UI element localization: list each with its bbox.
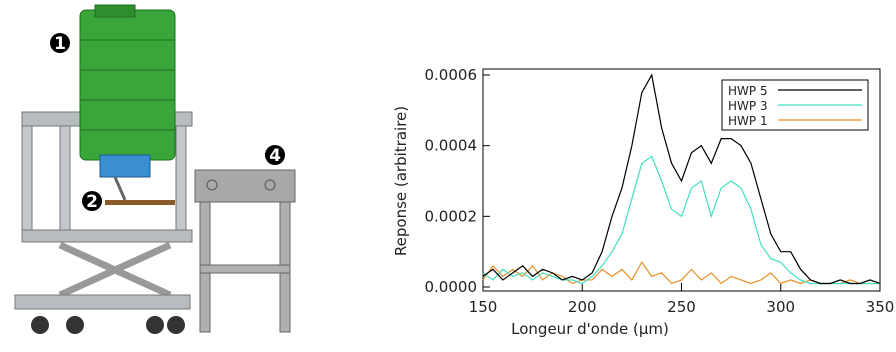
figure: 1 2 4 Longeur d'onde (μm) Reponse (arbit… (0, 0, 896, 348)
legend-label: HWP 3 (728, 99, 768, 113)
illustration-label: 4 (269, 146, 281, 166)
x-tick-label: 200 (568, 298, 597, 316)
x-tick-label: 350 (866, 298, 895, 316)
illustration: 1 2 4 (15, 5, 295, 334)
x-tick-label: 250 (667, 298, 696, 316)
y-tick-label: 0.0002 (425, 207, 478, 225)
legend-label: HWP 5 (728, 84, 768, 98)
illustration-label: 1 (54, 34, 66, 54)
x-tick-label: 300 (766, 298, 795, 316)
x-tick-label: 150 (469, 298, 498, 316)
x-axis-label: Longeur d'onde (μm) (511, 320, 669, 338)
y-tick-label: 0.0006 (425, 66, 478, 84)
y-tick-label: 0.0004 (425, 137, 478, 155)
illustration-label: 2 (86, 192, 98, 212)
series-line (483, 156, 880, 283)
legend-label: HWP 1 (728, 114, 768, 128)
y-tick-label: 0.0000 (425, 278, 478, 296)
y-axis-label: Reponse (arbitraire) (392, 106, 410, 256)
